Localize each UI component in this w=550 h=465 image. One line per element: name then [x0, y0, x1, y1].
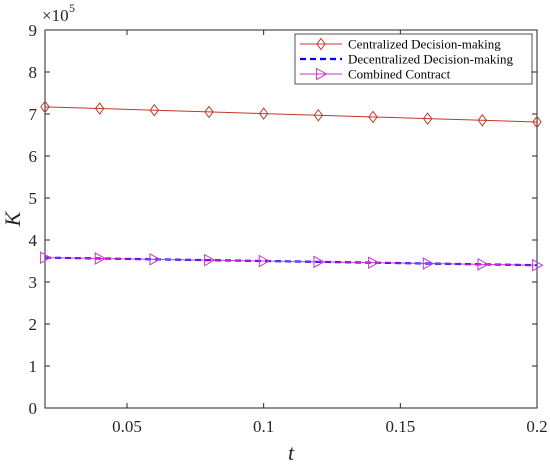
y-tick-label: 0 — [29, 399, 38, 418]
y-multiplier-base: ×10 — [42, 6, 69, 25]
y-tick-label: 9 — [29, 21, 38, 40]
plot-area — [44, 29, 538, 409]
data-point — [422, 257, 435, 270]
data-point — [94, 252, 107, 265]
data-point — [477, 258, 489, 271]
data-point — [149, 103, 160, 117]
legend-label: Decentralized Decision-making — [348, 52, 513, 67]
x-tick-label: 0.2 — [526, 417, 547, 436]
legend-item: Decentralized Decision-making — [300, 52, 513, 67]
y-tick-label: 1 — [29, 357, 38, 376]
y-tick-label: 4 — [29, 231, 38, 250]
legend-item: Combined Contract — [300, 67, 451, 82]
legend-marker — [316, 37, 326, 51]
data-point — [40, 100, 50, 114]
data-point — [94, 102, 105, 115]
axis-ticks: 0 1 2 3 4 5 6 7 8 9 0.05 0.1 0.15 0.2 — [29, 21, 548, 436]
data-point — [204, 253, 216, 267]
y-multiplier-exponent: 5 — [69, 1, 75, 15]
data-point — [313, 108, 324, 122]
series-group — [40, 100, 544, 272]
y-axis-label: K — [0, 210, 25, 227]
data-point — [40, 251, 52, 264]
series-line — [44, 106, 538, 123]
data-point — [532, 115, 542, 129]
legend-marker — [316, 67, 328, 81]
data-point — [258, 107, 269, 120]
data-point — [204, 105, 214, 119]
data-point — [149, 252, 161, 266]
legend: Centralized Decision-makingDecentralized… — [294, 33, 533, 85]
legend-item: Centralized Decision-making — [300, 37, 501, 52]
series-line — [44, 257, 538, 266]
data-point — [313, 255, 325, 269]
legend-items: Centralized Decision-makingDecentralized… — [300, 37, 513, 82]
y-tick-label: 3 — [29, 273, 38, 292]
x-tick-label: 0.15 — [385, 417, 415, 436]
data-point — [477, 113, 488, 127]
y-tick-label: 6 — [29, 147, 38, 166]
series-3 — [40, 251, 544, 272]
x-tick-label: 0.05 — [112, 417, 142, 436]
data-point — [258, 254, 271, 268]
data-point — [368, 110, 378, 124]
y-tick-label: 8 — [29, 63, 38, 82]
data-point — [532, 258, 544, 272]
series-1 — [40, 100, 542, 129]
y-tick-label: 7 — [29, 105, 38, 124]
legend-label: Centralized Decision-making — [348, 37, 501, 52]
x-tick-label: 0.1 — [253, 417, 274, 436]
data-point — [368, 256, 380, 270]
legend-label: Combined Contract — [348, 67, 451, 82]
data-point — [422, 112, 433, 125]
x-axis-label: t — [288, 440, 295, 465]
y-tick-label: 2 — [29, 315, 38, 334]
y-tick-label: 5 — [29, 189, 38, 208]
